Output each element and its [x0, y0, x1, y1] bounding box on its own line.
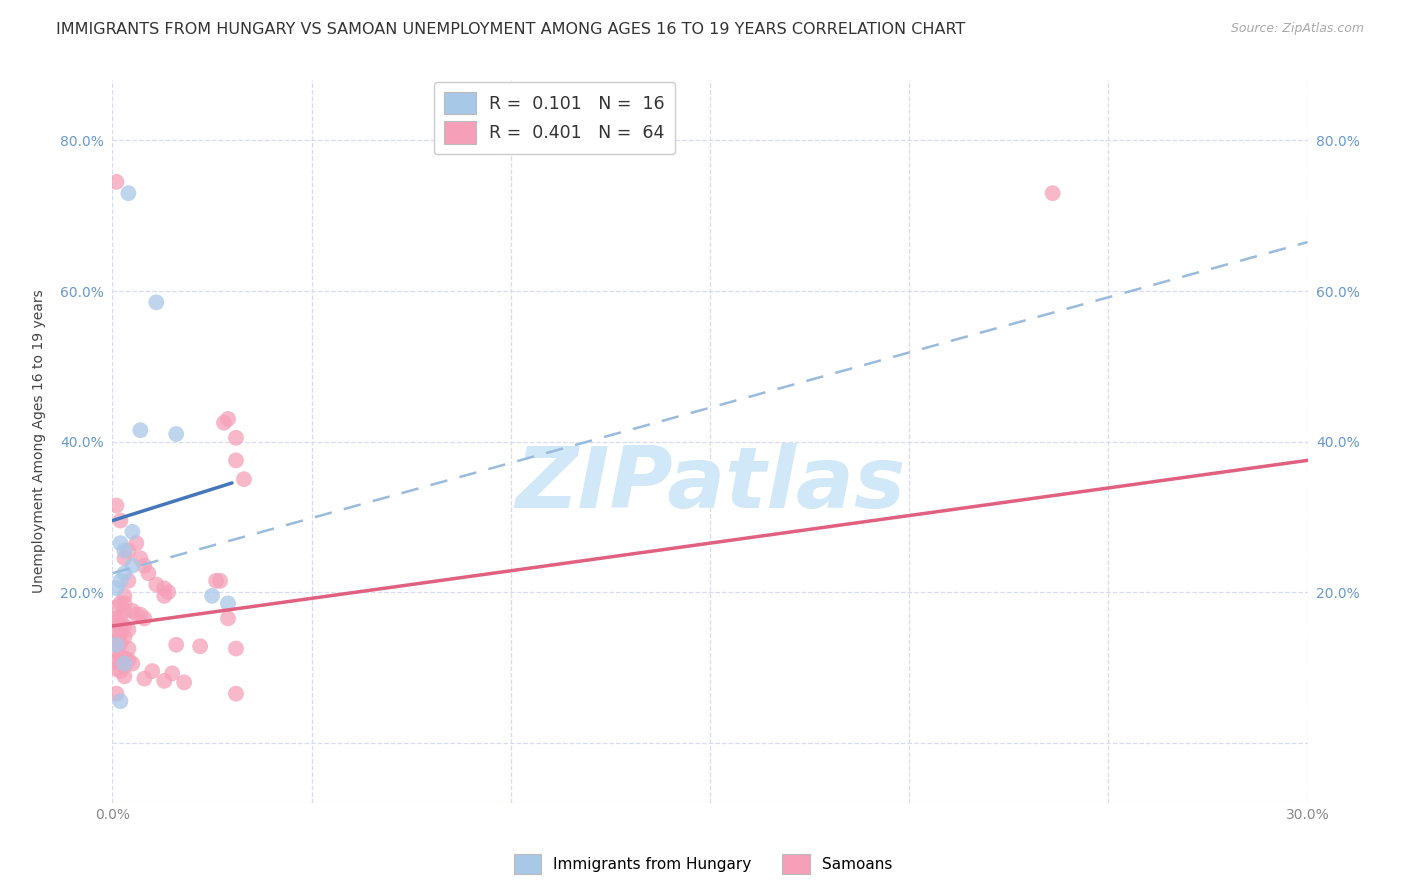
Point	[233, 472, 256, 486]
Point	[153, 673, 176, 688]
Point	[134, 558, 156, 573]
Point	[114, 669, 135, 683]
Point	[114, 566, 135, 581]
Point	[114, 551, 135, 566]
Point	[105, 634, 128, 648]
Point	[165, 638, 187, 652]
Point	[145, 295, 167, 310]
Point	[129, 607, 152, 622]
Point	[225, 431, 247, 445]
Point	[114, 589, 135, 603]
Point	[117, 623, 139, 637]
Point	[165, 427, 187, 442]
Point	[129, 551, 152, 566]
Point	[114, 543, 135, 558]
Point	[205, 574, 228, 588]
Point	[110, 694, 132, 708]
Point	[157, 585, 180, 599]
Point	[121, 558, 143, 573]
Point	[125, 536, 148, 550]
Point	[201, 589, 224, 603]
Point	[105, 638, 128, 652]
Point	[153, 582, 176, 596]
Legend: Immigrants from Hungary, Samoans: Immigrants from Hungary, Samoans	[508, 848, 898, 880]
Legend: R =  0.101   N =  16, R =  0.401   N =  64: R = 0.101 N = 16, R = 0.401 N = 64	[434, 82, 675, 154]
Point	[114, 596, 135, 610]
Point	[105, 175, 128, 189]
Point	[125, 607, 148, 622]
Point	[188, 639, 211, 653]
Point	[121, 657, 143, 671]
Point	[121, 604, 143, 618]
Point	[105, 654, 128, 668]
Point	[134, 672, 156, 686]
Point	[105, 645, 128, 659]
Point	[121, 524, 143, 539]
Point	[117, 186, 139, 201]
Point	[1042, 186, 1064, 201]
Point	[145, 577, 167, 591]
Point	[110, 536, 132, 550]
Point	[105, 615, 128, 630]
Text: ZIPatlas: ZIPatlas	[515, 443, 905, 526]
Point	[134, 611, 156, 625]
Point	[105, 624, 128, 639]
Point	[225, 453, 247, 467]
Point	[117, 574, 139, 588]
Point	[217, 596, 239, 610]
Point	[217, 412, 239, 426]
Point	[117, 543, 139, 558]
Text: Source: ZipAtlas.com: Source: ZipAtlas.com	[1230, 22, 1364, 36]
Point	[105, 499, 128, 513]
Point	[141, 664, 163, 678]
Point	[110, 574, 132, 588]
Point	[173, 675, 195, 690]
Point	[138, 566, 160, 581]
Y-axis label: Unemployment Among Ages 16 to 19 years: Unemployment Among Ages 16 to 19 years	[32, 290, 46, 593]
Point	[105, 582, 128, 596]
Point	[162, 666, 183, 681]
Point	[114, 651, 135, 665]
Point	[225, 687, 247, 701]
Point	[153, 589, 176, 603]
Point	[114, 658, 135, 673]
Point	[110, 648, 132, 663]
Point	[110, 611, 132, 625]
Point	[209, 574, 232, 588]
Point	[217, 611, 239, 625]
Point	[212, 416, 235, 430]
Point	[114, 630, 135, 644]
Point	[105, 600, 128, 615]
Point	[114, 604, 135, 618]
Point	[225, 641, 247, 656]
Point	[105, 687, 128, 701]
Point	[114, 619, 135, 633]
Point	[129, 423, 152, 437]
Point	[110, 636, 132, 650]
Text: IMMIGRANTS FROM HUNGARY VS SAMOAN UNEMPLOYMENT AMONG AGES 16 TO 19 YEARS CORRELA: IMMIGRANTS FROM HUNGARY VS SAMOAN UNEMPL…	[56, 22, 966, 37]
Point	[110, 596, 132, 610]
Point	[117, 641, 139, 656]
Point	[105, 662, 128, 676]
Point	[110, 619, 132, 633]
Point	[114, 657, 135, 671]
Point	[105, 611, 128, 625]
Point	[110, 626, 132, 640]
Point	[110, 664, 132, 678]
Point	[117, 653, 139, 667]
Point	[110, 657, 132, 671]
Point	[110, 514, 132, 528]
